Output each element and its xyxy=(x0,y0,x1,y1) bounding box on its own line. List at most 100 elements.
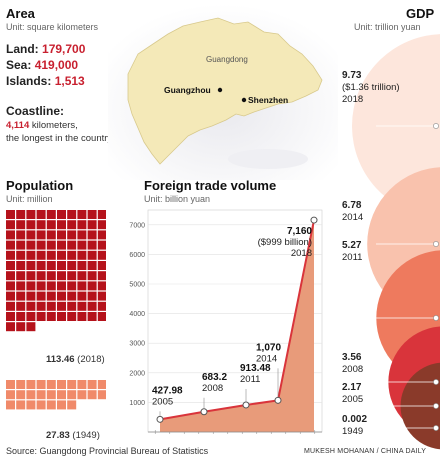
population-2018-square xyxy=(6,220,15,230)
population-2018-square xyxy=(26,312,36,321)
population-2018-square xyxy=(26,210,36,219)
population-1949-grid xyxy=(6,380,106,410)
population-2018-square xyxy=(6,322,15,332)
gdp-marker-2014 xyxy=(433,241,439,247)
gdp-value: 9.73 xyxy=(342,70,362,81)
population-2018-square xyxy=(16,271,26,281)
population-2018-square xyxy=(87,291,97,301)
population-2018-square xyxy=(67,261,77,270)
population-2018-square xyxy=(16,210,26,219)
land-value: 179,700 xyxy=(42,42,86,56)
population-2018-square xyxy=(67,281,77,291)
population-1949-square xyxy=(77,390,87,400)
population-2018-square xyxy=(46,291,56,301)
population-2018-square xyxy=(26,261,36,270)
population-2018-square xyxy=(97,220,106,230)
population-title: Population xyxy=(6,178,74,193)
population-2018-square xyxy=(87,281,97,291)
trade-year-2008: 2008 xyxy=(202,383,223,394)
population-2018-square xyxy=(97,240,106,250)
trade-point-2011 xyxy=(242,401,250,409)
map-shadow xyxy=(228,149,308,169)
population-2018-square xyxy=(97,210,106,219)
guangzhou-dot xyxy=(217,87,223,93)
population-2018-square xyxy=(6,281,15,291)
population-2018-square xyxy=(36,301,46,311)
gdp-value: 3.56 xyxy=(342,352,362,363)
population-2018-square xyxy=(6,291,15,301)
population-2018-square xyxy=(57,240,66,250)
gdp-year: 2014 xyxy=(342,212,364,223)
population-2018-square xyxy=(36,230,46,240)
y-tick-label: 5000 xyxy=(129,282,145,289)
population-2018-square xyxy=(87,271,97,281)
population-2018-square xyxy=(46,301,56,311)
islands-label: Islands: xyxy=(6,74,52,88)
gdp-label-2018: 9.73 ($1.36 trillion) 2018 xyxy=(342,70,400,106)
population-2018-square xyxy=(77,210,87,219)
population-2018-square xyxy=(77,240,87,250)
population-1949-square xyxy=(16,400,26,410)
population-2018-square xyxy=(6,210,15,219)
population-1949-square xyxy=(57,400,66,410)
population-2018-label: 113.46 (2018) xyxy=(46,354,105,365)
guangdong-map: Guangdong Guangzhou Shenzhen xyxy=(108,4,338,180)
population-1949-square xyxy=(16,390,26,400)
population-2018-square xyxy=(36,210,46,219)
population-2018-square xyxy=(46,230,56,240)
population-2018-square xyxy=(87,301,97,311)
population-2018-square xyxy=(6,230,15,240)
area-unit: Unit: square kilometers xyxy=(6,22,99,32)
gdp-value: 6.78 xyxy=(342,200,362,211)
population-1949-square xyxy=(46,380,56,389)
population-2018-square xyxy=(67,291,77,301)
population-2018-square xyxy=(97,312,106,321)
coastline-line2: the longest in the country xyxy=(6,133,113,144)
population-2018-square xyxy=(36,312,46,321)
land-row: Land: 179,700 xyxy=(6,42,85,56)
population-1949-label: 27.83 (1949) xyxy=(46,430,100,441)
population-2018-square xyxy=(97,291,106,301)
population-2018-square xyxy=(87,261,97,270)
trade-value-2018: 7,160 xyxy=(287,226,312,237)
population-2018-square xyxy=(16,261,26,270)
trade-unit: Unit: billion yuan xyxy=(144,194,211,204)
population-2018-square xyxy=(57,230,66,240)
population-2018-square xyxy=(97,271,106,281)
population-2018-square xyxy=(46,261,56,270)
y-tick-label: 4000 xyxy=(129,311,145,318)
population-2018-square xyxy=(67,230,77,240)
population-2018-square xyxy=(77,250,87,260)
population-2018-square xyxy=(77,281,87,291)
population-2018-square xyxy=(6,312,15,321)
trade-point-2005 xyxy=(156,415,164,423)
population-2018-square xyxy=(57,301,66,311)
population-2018-square xyxy=(57,312,66,321)
trade-title: Foreign trade volume xyxy=(144,178,277,193)
population-2018-square xyxy=(46,281,56,291)
gdp-label-2014: 6.78 2014 xyxy=(342,200,363,224)
islands-value: 1,513 xyxy=(54,74,85,88)
sea-row: Sea: 419,000 xyxy=(6,58,78,72)
gdp-year: 1949 xyxy=(342,426,364,437)
gdp-label-1949: 0.002 1949 xyxy=(342,414,367,438)
population-2018-square xyxy=(46,240,56,250)
population-2018-square xyxy=(97,281,106,291)
population-1949-square xyxy=(26,380,36,389)
y-tick-label: 3000 xyxy=(129,341,145,348)
population-2018-square xyxy=(57,291,66,301)
population-unit: Unit: million xyxy=(6,194,53,204)
population-2018-square xyxy=(67,240,77,250)
sea-label: Sea: xyxy=(6,58,32,72)
population-2018-square xyxy=(77,230,87,240)
population-1949-square xyxy=(6,390,15,400)
population-2018-square xyxy=(87,312,97,321)
population-2018-square xyxy=(77,271,87,281)
credit-text: MUKESH MOHANAN / CHINA DAILY xyxy=(304,448,427,455)
trade-point-2008 xyxy=(200,408,208,416)
population-2018-square xyxy=(36,291,46,301)
population-1949-year: (1949) xyxy=(69,430,100,441)
trade-note-2018: ($999 billion) xyxy=(258,237,312,248)
population-2018-square xyxy=(26,322,36,332)
gdp-marker-2008 xyxy=(433,379,439,385)
